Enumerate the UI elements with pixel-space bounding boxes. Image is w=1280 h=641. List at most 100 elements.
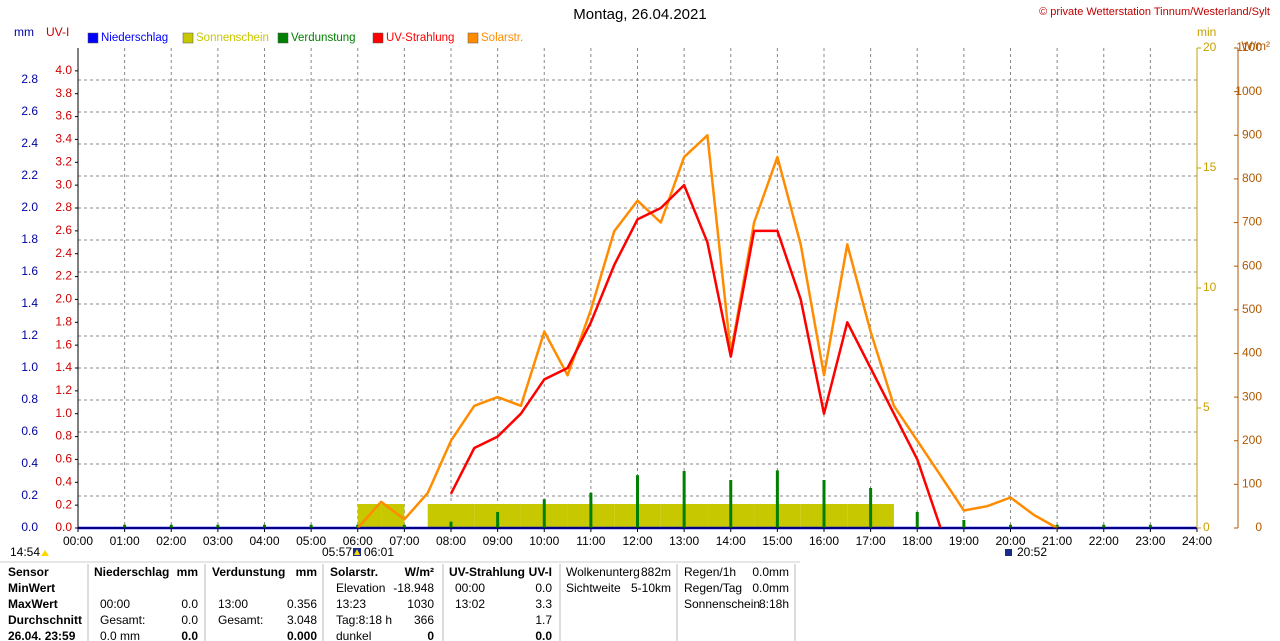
table-cell: 0.356 [287, 597, 317, 611]
sunshine-bar [614, 504, 638, 528]
y4-tick-label: 200 [1242, 433, 1262, 447]
row-label: 26.04. 23:59 [8, 629, 76, 641]
column-header: Niederschlag [94, 565, 169, 579]
table-cell: Gesamt: [218, 613, 263, 627]
row-label: Sensor [8, 565, 49, 579]
table-cell: 0.0 [181, 613, 198, 627]
info-cell: Regen/Tag [684, 581, 742, 595]
sunshine-bar [520, 504, 545, 528]
table-cell: 13:02 [455, 597, 485, 611]
y-tick-label: 0.2 [21, 488, 38, 502]
x-tick-label: 24:00 [1182, 534, 1212, 548]
x-tick-label: 19:00 [949, 534, 979, 548]
x-tick-label: 00:00 [63, 534, 93, 548]
x-tick-label: 02:00 [156, 534, 186, 548]
legend-swatch [372, 32, 384, 44]
y2-tick-label: 2.8 [55, 200, 72, 214]
x-tick-label: 18:00 [902, 534, 932, 548]
table-cell: 1.7 [535, 613, 552, 627]
sunshine-bar [707, 504, 731, 528]
y2-tick-label: 3.4 [55, 132, 72, 146]
y-tick-label: 0.4 [21, 456, 38, 470]
table-cell: 0.0 [181, 629, 198, 641]
sunshine-bar [660, 504, 685, 528]
y-tick-label: 2.2 [21, 168, 38, 182]
x-tick-label: 08:00 [436, 534, 466, 548]
sun-annotation: 14:54 [10, 545, 40, 559]
y2-axis-label: UV-I [46, 25, 69, 39]
sunshine-bar [800, 504, 824, 528]
y4-tick-label: 600 [1242, 258, 1262, 272]
y2-tick-label: 3.6 [55, 109, 72, 123]
y4-tick-label: 700 [1242, 215, 1262, 229]
sunshine-bar [637, 504, 661, 528]
row-label: MinWert [8, 581, 55, 595]
sun-annotation: 06:01 [364, 545, 394, 559]
y4-tick-label: 100 [1242, 477, 1262, 491]
table-cell: 0.000 [287, 629, 317, 641]
column-header: UV-Strahlung [449, 565, 525, 579]
y3-tick-label: 0 [1203, 520, 1210, 534]
legend-label: Sonnenschein [196, 32, 269, 44]
y-tick-label: 2.8 [21, 72, 38, 86]
y2-tick-label: 3.2 [55, 154, 72, 168]
info-cell: 0.0mm [752, 565, 789, 579]
sunshine-bar [451, 504, 475, 528]
x-tick-label: 06:00 [343, 534, 373, 548]
table-cell: Gesamt: [100, 613, 145, 627]
table-cell: 3.048 [287, 613, 317, 627]
x-tick-label: 10:00 [529, 534, 559, 548]
sunshine-bar [777, 504, 801, 528]
y-tick-label: 0.0 [21, 520, 38, 534]
x-tick-label: 17:00 [856, 534, 886, 548]
y3-tick-label: 5 [1203, 400, 1210, 414]
legend-label: Niederschlag [101, 32, 168, 44]
x-tick-label: 12:00 [622, 534, 652, 548]
y2-tick-label: 0.0 [55, 520, 72, 534]
credit: © private Wetterstation Tinnum/Westerlan… [1039, 6, 1270, 18]
sunshine-bar [497, 504, 521, 528]
y2-tick-label: 2.6 [55, 223, 72, 237]
sunshine-bar [381, 504, 405, 528]
table-cell: 13:00 [218, 597, 248, 611]
x-tick-label: 16:00 [809, 534, 839, 548]
legend-label: Solarstr. [481, 32, 523, 44]
y-tick-label: 0.8 [21, 392, 38, 406]
legend-swatch [277, 32, 289, 44]
x-tick-label: 04:00 [249, 534, 279, 548]
sunshine-bar [590, 504, 615, 528]
y-tick-label: 1.0 [21, 360, 38, 374]
info-cell: Sichtweite [566, 581, 621, 595]
sunshine-bar [544, 504, 568, 528]
x-tick-label: 11:00 [576, 534, 605, 548]
y2-tick-label: 2.0 [55, 292, 72, 306]
y2-tick-label: 3.0 [55, 177, 72, 191]
y-tick-label: 2.6 [21, 104, 38, 118]
column-header: mm [296, 565, 317, 579]
column-header: Solarstr. [330, 565, 378, 579]
table-cell: 0 [427, 629, 434, 641]
legend-swatch [467, 32, 479, 44]
table-cell: dunkel [336, 629, 371, 641]
y4-tick-label: 1100 [1236, 40, 1262, 54]
y2-tick-label: 0.2 [55, 497, 72, 511]
y-tick-label: 2.4 [21, 136, 38, 150]
sunshine-bar [754, 504, 778, 528]
column-header: mm [177, 565, 198, 579]
sun-annotation: 20:52 [1017, 545, 1047, 559]
y2-tick-label: 1.0 [55, 406, 72, 420]
legend-label: UV-Strahlung [386, 32, 454, 44]
y-tick-label: 1.6 [21, 264, 38, 278]
table-cell: 00:00 [455, 581, 485, 595]
y3-tick-label: 10 [1203, 280, 1217, 294]
x-tick-label: 07:00 [389, 534, 419, 548]
table-cell: 0.0 [535, 581, 552, 595]
series-line [449, 183, 942, 529]
chart-title: Montag, 26.04.2021 [573, 6, 706, 23]
table-cell: 00:00 [100, 597, 130, 611]
y-tick-label: 0.6 [21, 424, 38, 438]
x-tick-label: 14:00 [716, 534, 746, 548]
y-tick-label: 1.2 [21, 328, 38, 342]
table-cell: 3.3 [535, 597, 552, 611]
